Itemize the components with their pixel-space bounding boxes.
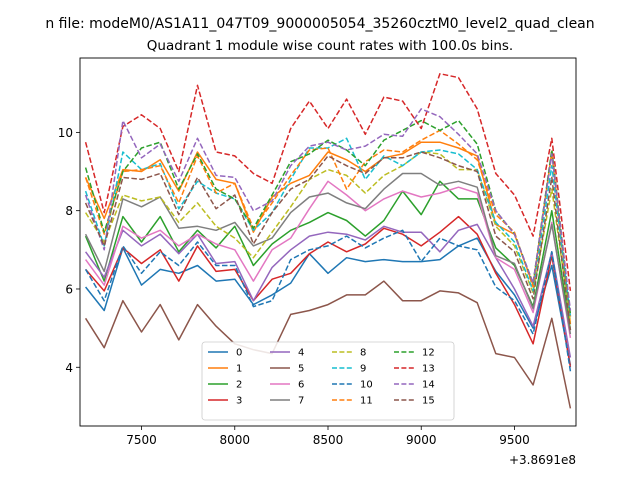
series-line-4	[84, 223, 572, 358]
legend-label-5: 5	[298, 364, 304, 375]
x-tick-label: 8500	[313, 433, 344, 447]
legend-label-9: 9	[360, 364, 366, 375]
plot-lines	[84, 72, 572, 409]
x-tick-label: 8000	[219, 433, 250, 447]
legend-label-13: 13	[422, 364, 435, 375]
series-line-6	[84, 180, 572, 339]
y-tick-label: 10	[58, 126, 73, 140]
y-tick-label: 6	[65, 282, 73, 296]
legend-label-7: 7	[298, 396, 304, 407]
x-offset-label: +3.8691e8	[509, 453, 576, 467]
legend-label-14: 14	[422, 380, 435, 391]
legend-label-0: 0	[236, 348, 242, 359]
figure-suptitle: n file: modeM0/AS1A11_047T09_9000005054_…	[45, 16, 594, 32]
legend-label-1: 1	[236, 364, 242, 375]
series-line-15	[84, 151, 572, 331]
x-tick-label: 9500	[499, 433, 530, 447]
x-tick-label: 7500	[126, 433, 157, 447]
legend-label-15: 15	[422, 396, 435, 407]
series-line-11	[84, 129, 572, 317]
series-line-13	[84, 72, 572, 291]
y-tick-label: 4	[65, 361, 73, 375]
x-axis: 7500 8000 8500 9000 9500	[126, 426, 530, 447]
legend-label-2: 2	[236, 380, 242, 391]
legend-label-4: 4	[298, 348, 304, 359]
chart-title: Quadrant 1 module wise count rates with …	[147, 38, 513, 54]
series-line-5	[84, 280, 572, 409]
legend-label-11: 11	[360, 396, 373, 407]
series-line-7	[84, 172, 572, 335]
series-line-8	[84, 151, 572, 323]
series-line-10	[84, 229, 572, 372]
legend-label-8: 8	[360, 348, 366, 359]
y-axis: 4 6 8 10	[58, 126, 80, 375]
legend-label-12: 12	[422, 348, 435, 359]
legend-label-6: 6	[298, 380, 304, 391]
legend-label-10: 10	[360, 380, 373, 391]
series-line-12	[84, 119, 572, 315]
series-line-14	[84, 108, 572, 311]
y-tick-label: 8	[65, 204, 73, 218]
series-line-3	[85, 215, 572, 368]
series-line-1	[84, 141, 572, 325]
x-tick-label: 9000	[406, 433, 437, 447]
legend-label-3: 3	[236, 396, 242, 407]
legend-box	[201, 341, 455, 421]
